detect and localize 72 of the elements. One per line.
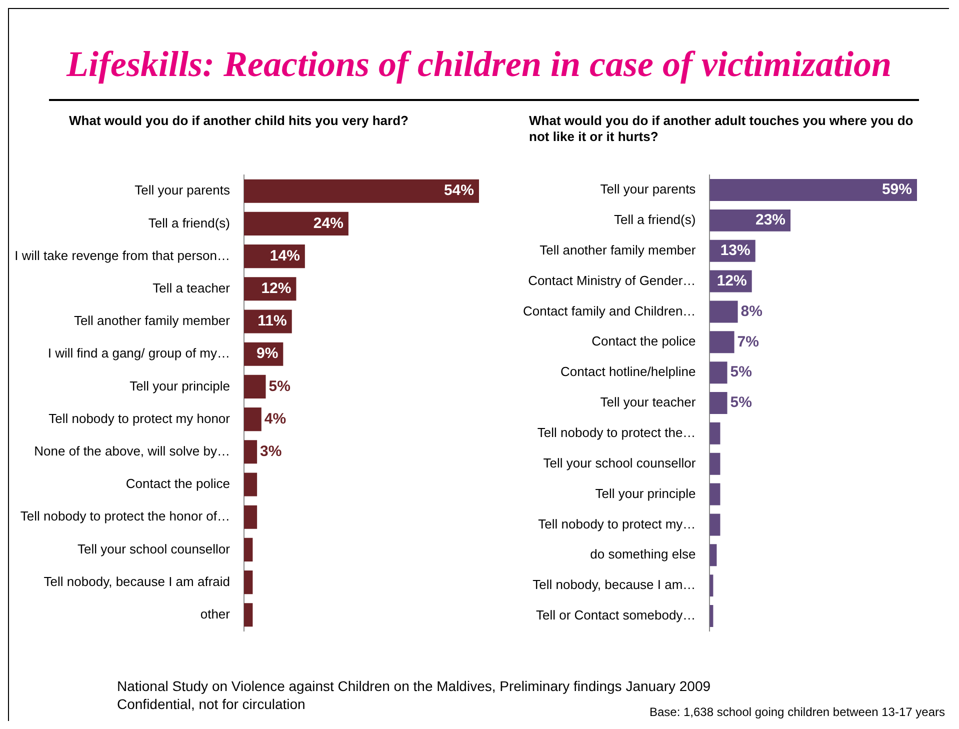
data-label: 13% [720,242,750,260]
data-label: 7% [737,333,759,350]
y-tick-label: Tell a friend(s) [614,212,696,228]
y-tick-label: Tell your parents [600,182,696,197]
bar [710,179,917,202]
data-label: 59% [882,181,912,198]
y-tick-label: Tell nobody to protect my honor [48,410,231,426]
y-tick-label: Tell your teacher [600,394,696,410]
y-tick-label: Tell a teacher [152,280,231,296]
bar [244,408,262,432]
y-tick-label: Contact family and Children… [522,303,696,318]
bar [710,514,720,536]
data-label: 12% [716,272,747,290]
data-label: 9% [256,345,278,362]
data-label: 14% [270,247,300,264]
data-label: 54% [444,182,474,200]
bar [244,179,479,203]
y-tick-label: Tell another family member [74,313,231,328]
y-tick-label: do something else [590,546,696,562]
text: National Study on Violence against Children on the Maldives, Preliminary findings January 2009 [117,677,711,695]
bar [244,440,258,464]
y-tick-label: Tell nobody to protect the… [537,425,696,440]
data-label: 12% [261,280,292,298]
data-label: 4% [264,410,286,428]
y-tick-label: Tell your principle [130,378,230,394]
bar [244,374,266,398]
y-tick-label: Contact the police [126,476,230,492]
y-tick-label: Tell nobody to protect my… [538,516,696,532]
y-tick-label: Tell your school counsellor [78,541,231,556]
y-tick-label: Tell another family member [540,242,696,258]
bar [244,212,348,236]
chart-subtitle: What would you do if another child hits you very hard? [68,113,410,130]
y-tick-label: Contact hotline/helpline [560,364,696,380]
y-tick-label: None of the above, will solve by… [34,443,230,458]
y-tick-label: Tell your parents [134,182,230,198]
chart-subtitle: What would you do if another adult touches you where you do not like it or it hurts? [528,113,914,146]
y-tick-label: Tell nobody, because I am… [532,577,696,592]
y-tick-label: I will find a gang/ group of my… [48,346,230,361]
bar [244,603,253,627]
data-label: 5% [730,364,752,381]
data-label: 5% [268,378,290,395]
y-tick-label: Tell nobody, because I am afraid [44,574,230,589]
y-tick-label: Tell your principle [595,486,696,501]
bar [710,392,728,414]
y-tick-label: Tell a friend(s) [148,215,230,230]
bar [244,472,258,496]
bar [710,331,734,354]
y-tick-label: Tell or Contact somebody… [536,608,696,623]
bar [710,422,720,444]
data-label: 11% [258,312,287,330]
bar [244,505,258,529]
data-label: 23% [755,212,786,229]
text: Confidential, not for circulation [117,696,306,712]
text: Base: 1,638 school going children between 13-17 years [649,705,945,719]
bar [710,544,717,566]
bar [710,300,738,323]
bar [244,570,253,594]
y-tick-label: I will take revenge from that person… [14,248,230,263]
chart-title: Lifeskills: Reactions of children in case of victimization [65,43,892,85]
data-label: 3% [260,443,282,460]
bar [244,538,253,562]
y-tick-label: other [200,606,231,622]
data-label: 8% [740,302,762,320]
bar [710,483,720,506]
y-tick-label: Contact Ministry of Gender… [528,272,696,288]
bar [710,452,720,475]
y-tick-label: Tell nobody to protect the honor of… [20,508,230,524]
y-tick-label: Tell your school counsellor [543,455,696,470]
data-label: 24% [313,214,344,232]
data-label: 5% [730,394,752,412]
bar [710,362,728,384]
y-tick-label: Contact the police [592,334,696,349]
